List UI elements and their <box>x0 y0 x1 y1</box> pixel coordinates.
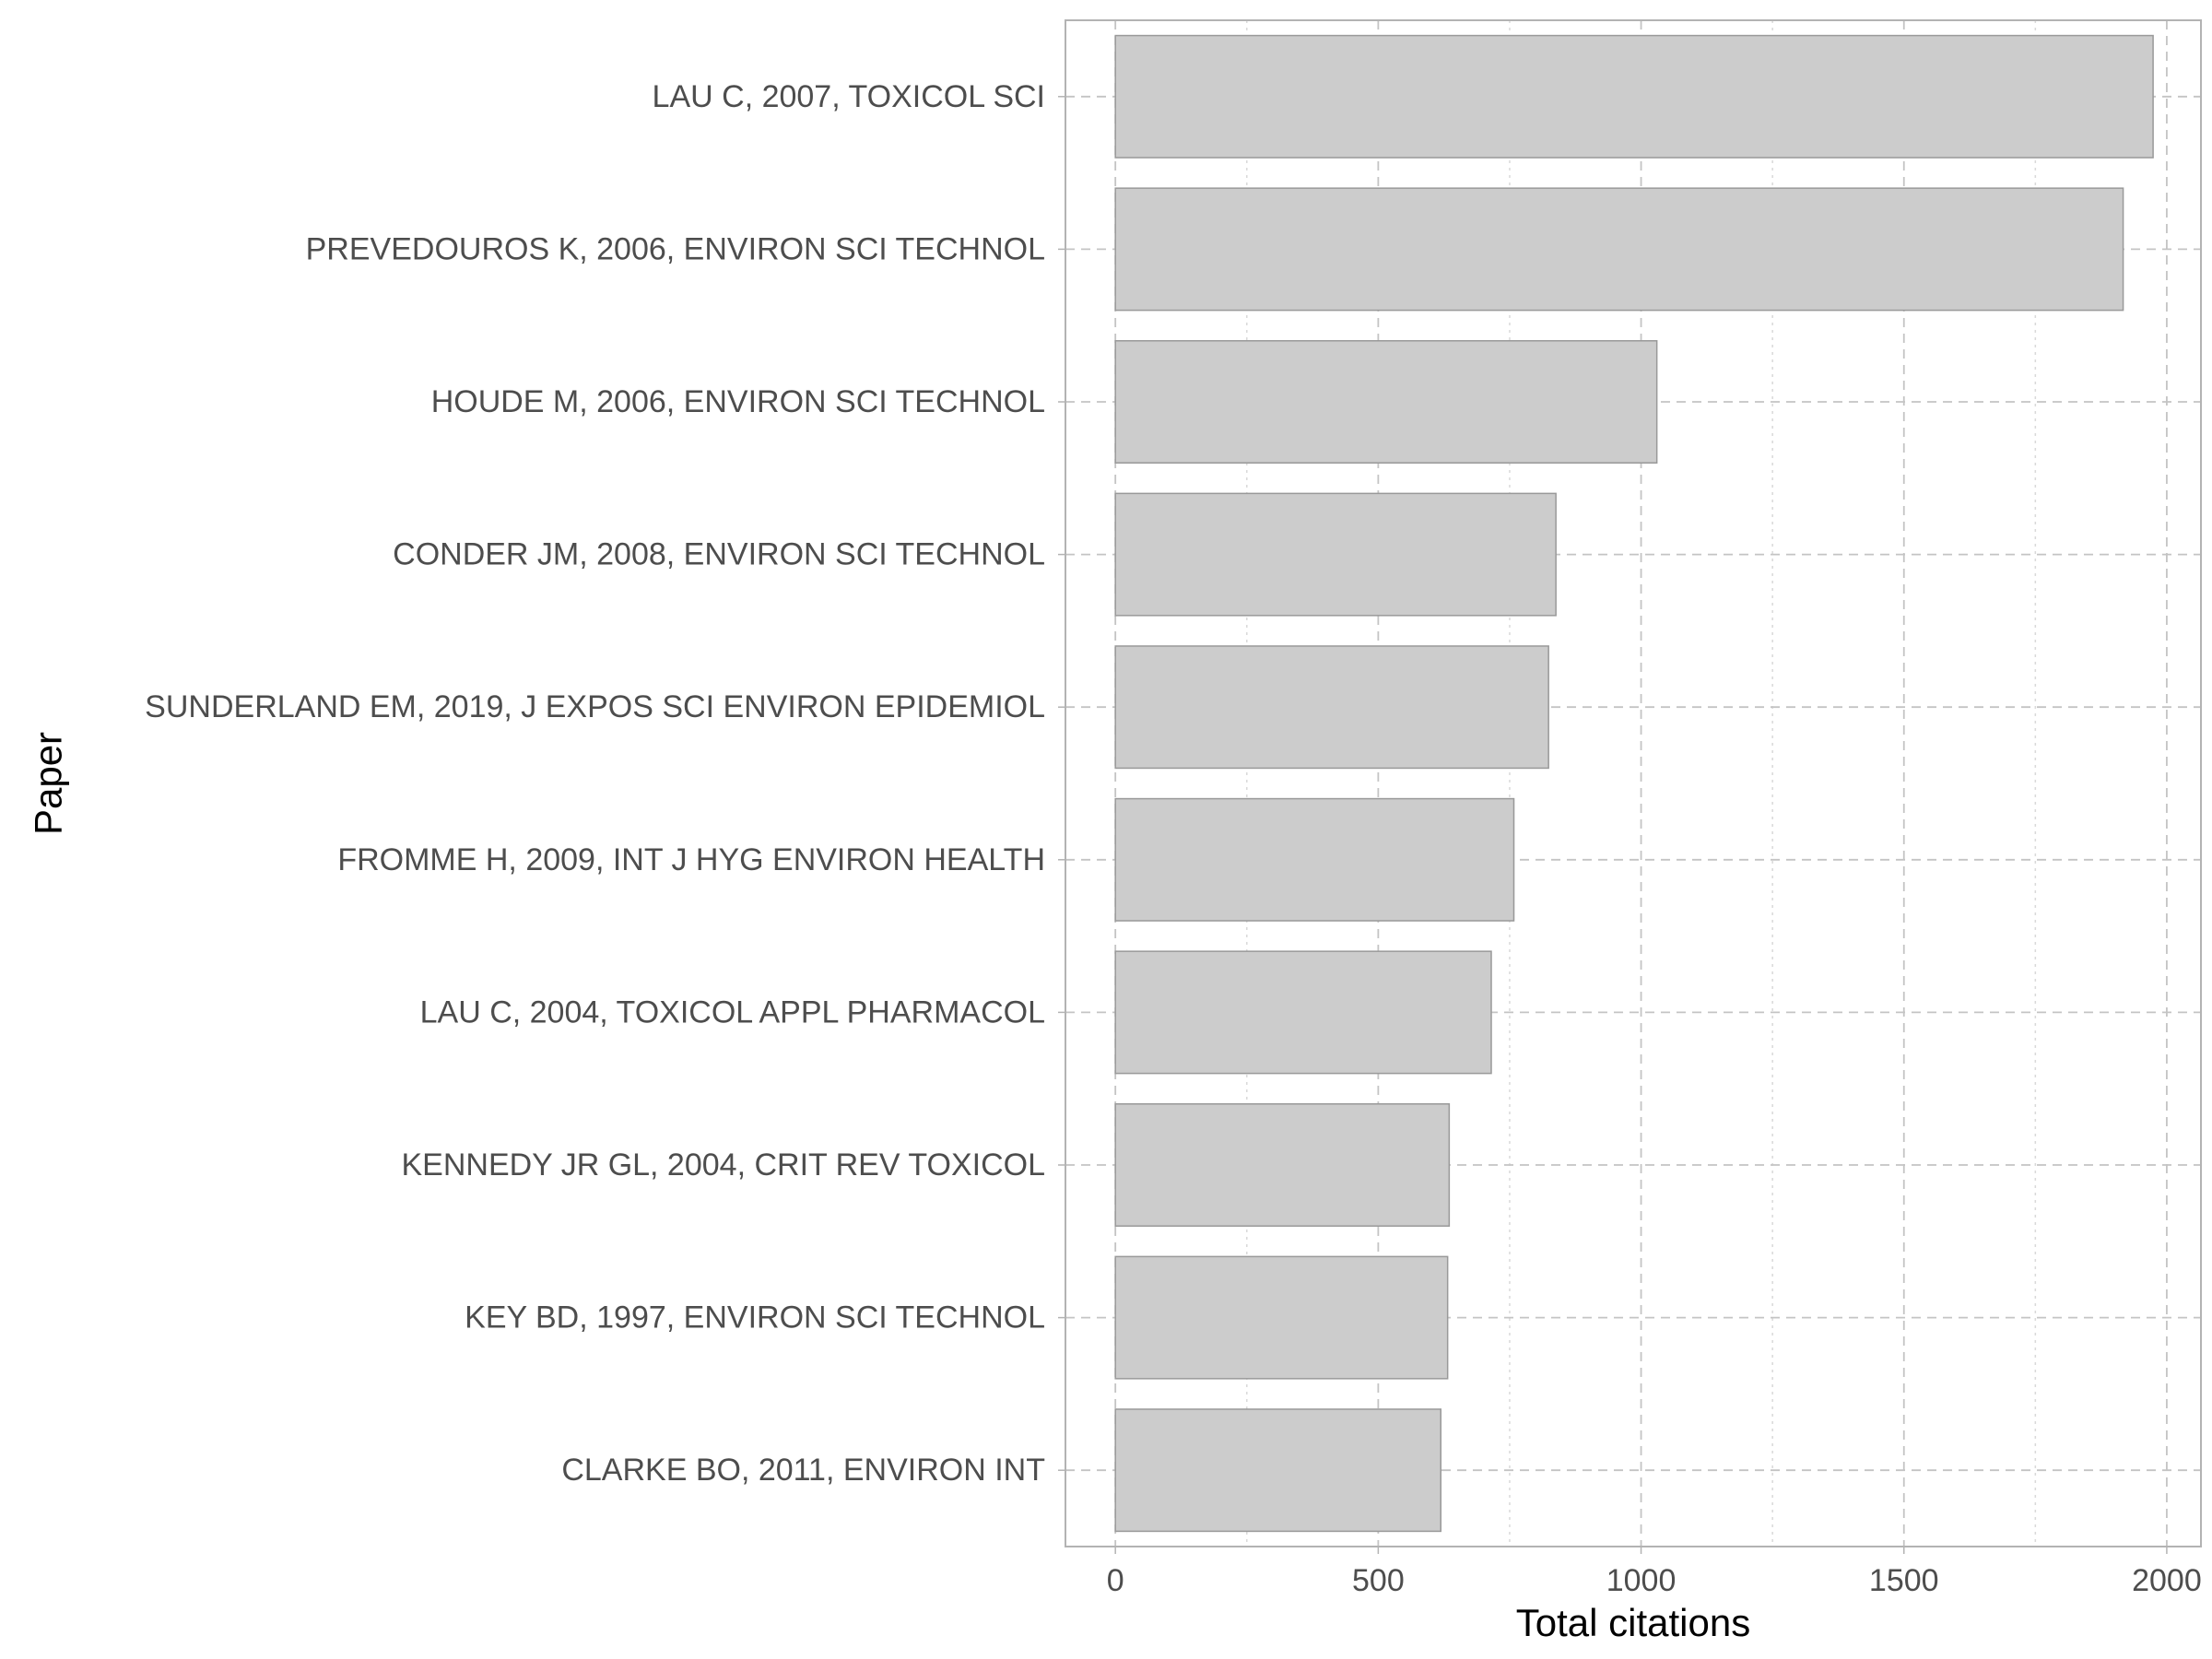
y-tick-label: HOUDE M, 2006, ENVIRON SCI TECHNOL <box>431 384 1045 419</box>
x-tick-label: 2000 <box>2132 1563 2202 1598</box>
panel-border <box>1065 19 2202 1547</box>
y-axis-ticks: LAU C, 2007, TOXICOL SCI PREVEDOUROS K, 2… <box>145 79 1065 1488</box>
bar <box>1114 950 1492 1075</box>
x-tick-label: 1000 <box>1606 1563 1677 1598</box>
x-tick-label: 500 <box>1352 1563 1405 1598</box>
bar <box>1114 34 2154 159</box>
x-axis-ticks: 0 500 1000 1500 2000 <box>1107 1547 2202 1598</box>
y-tick-label: SUNDERLAND EM, 2019, J EXPOS SCI ENVIRON… <box>145 689 1045 724</box>
y-tick-label: KENNEDY JR GL, 2004, CRIT REV TOXICOL <box>401 1147 1045 1182</box>
y-tick-label: PREVEDOUROS K, 2006, ENVIRON SCI TECHNOL <box>306 231 1045 266</box>
y-tick-label: LAU C, 2007, TOXICOL SCI <box>653 79 1045 114</box>
x-tick-label: 1500 <box>1869 1563 1939 1598</box>
y-tick-label: CLARKE BO, 2011, ENVIRON INT <box>561 1453 1045 1488</box>
bar <box>1114 1103 1451 1227</box>
bar <box>1114 187 2124 312</box>
y-axis-title: Paper <box>27 732 70 835</box>
y-tick-label: KEY BD, 1997, ENVIRON SCI TECHNOL <box>465 1300 1045 1335</box>
bar <box>1114 797 1515 922</box>
bars <box>1114 34 2154 1533</box>
y-tick-label: LAU C, 2004, TOXICOL APPL PHARMACOL <box>420 994 1045 1030</box>
x-axis-title: Total citations <box>1516 1601 1750 1644</box>
bar <box>1114 340 1658 464</box>
bar <box>1114 1255 1449 1380</box>
bar <box>1114 645 1549 770</box>
bar <box>1114 1408 1441 1533</box>
bar <box>1114 492 1557 617</box>
y-tick-label: CONDER JM, 2008, ENVIRON SCI TECHNOL <box>393 537 1045 572</box>
x-tick-label: 0 <box>1107 1563 1124 1598</box>
y-tick-label: FROMME H, 2009, INT J HYG ENVIRON HEALTH <box>337 842 1045 877</box>
